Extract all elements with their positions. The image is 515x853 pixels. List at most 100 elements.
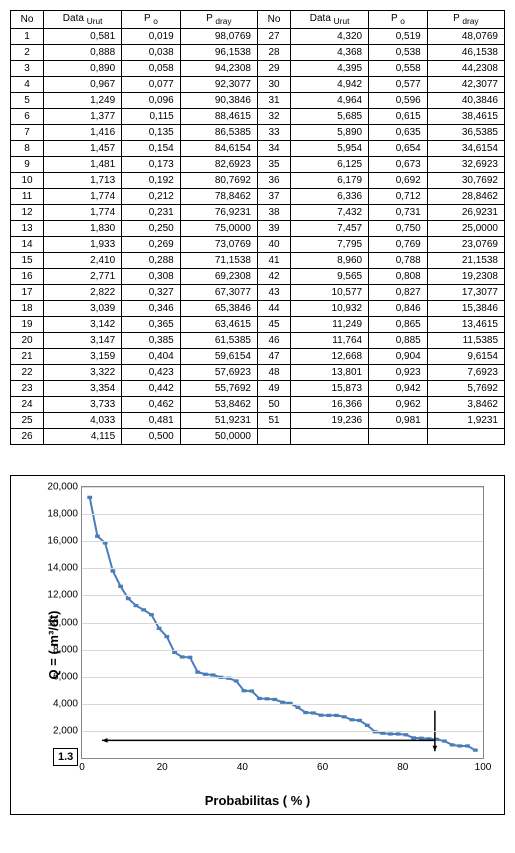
table-cell: 36,5385: [427, 125, 504, 141]
table-cell: 3,733: [44, 397, 122, 413]
table-cell: 3,039: [44, 301, 122, 317]
table-cell: 42,3077: [427, 77, 504, 93]
table-cell: 23: [11, 381, 44, 397]
table-cell: 3,159: [44, 349, 122, 365]
y-tick-label: 20,000: [47, 482, 82, 493]
x-tick-label: 60: [317, 758, 328, 773]
table-cell: 11,249: [291, 317, 369, 333]
table-header-cell: Data Urut: [291, 11, 369, 29]
table-cell: 37: [257, 189, 290, 205]
table-cell: 0,673: [369, 157, 428, 173]
table-cell: 3,354: [44, 381, 122, 397]
table-cell: 1,9231: [427, 413, 504, 429]
table-cell: 1: [11, 29, 44, 45]
table-cell: 11,764: [291, 333, 369, 349]
table-cell: 44: [257, 301, 290, 317]
table-cell: 11,5385: [427, 333, 504, 349]
table-cell: 0,481: [122, 413, 181, 429]
table-cell: 25: [11, 413, 44, 429]
table-cell: 0,115: [122, 109, 181, 125]
table-cell: 17: [11, 285, 44, 301]
table-cell: 0,250: [122, 221, 181, 237]
table-cell: 19,236: [291, 413, 369, 429]
table-cell: 51,9231: [180, 413, 257, 429]
table-row: 193,1420,36563,46154511,2490,86513,4615: [11, 317, 505, 333]
table-cell: 4,395: [291, 61, 369, 77]
table-header-cell: P o: [122, 11, 181, 29]
table-cell: 0,962: [369, 397, 428, 413]
table-cell: 0,788: [369, 253, 428, 269]
table-cell: 10,577: [291, 285, 369, 301]
table-cell: 46: [257, 333, 290, 349]
table-cell: 30,7692: [427, 173, 504, 189]
table-cell: 0,750: [369, 221, 428, 237]
table-cell: 1,933: [44, 237, 122, 253]
table-cell: 9,6154: [427, 349, 504, 365]
table-cell: 0,365: [122, 317, 181, 333]
table-cell: 0,538: [369, 45, 428, 61]
table-cell: 0,442: [122, 381, 181, 397]
table-header-cell: No: [11, 11, 44, 29]
table-cell: 26: [11, 429, 44, 445]
table-cell: 12,668: [291, 349, 369, 365]
table-cell: 0,577: [369, 77, 428, 93]
x-tick-label: 40: [237, 758, 248, 773]
table-cell: 0,519: [369, 29, 428, 45]
table-cell: 6,125: [291, 157, 369, 173]
table-cell: 0,981: [369, 413, 428, 429]
table-cell: 39: [257, 221, 290, 237]
table-cell: 82,6923: [180, 157, 257, 173]
table-cell: 7,432: [291, 205, 369, 221]
table-cell: 57,6923: [180, 365, 257, 381]
table-cell: 5,954: [291, 141, 369, 157]
table-cell: 94,2308: [180, 61, 257, 77]
table-cell: 3,147: [44, 333, 122, 349]
table-cell: [427, 429, 504, 445]
table-row: 243,7330,46253,84625016,3660,9623,8462: [11, 397, 505, 413]
table-cell: 0,827: [369, 285, 428, 301]
table-cell: 12: [11, 205, 44, 221]
table-cell: 1,377: [44, 109, 122, 125]
table-cell: 4: [11, 77, 44, 93]
table-cell: 71,1538: [180, 253, 257, 269]
table-cell: 15,873: [291, 381, 369, 397]
table-cell: [291, 429, 369, 445]
table-cell: 4,964: [291, 93, 369, 109]
table-cell: 75,0000: [180, 221, 257, 237]
table-cell: 0,558: [369, 61, 428, 77]
table-cell: 3,322: [44, 365, 122, 381]
table-row: 152,4100,28871,1538418,9600,78821,1538: [11, 253, 505, 269]
table-row: 30,8900,05894,2308294,3950,55844,2308: [11, 61, 505, 77]
table-row: 101,7130,19280,7692366,1790,69230,7692: [11, 173, 505, 189]
table-cell: 51: [257, 413, 290, 429]
table-cell: 35: [257, 157, 290, 173]
table-cell: 41: [257, 253, 290, 269]
table-cell: 0,654: [369, 141, 428, 157]
x-tick-label: 20: [157, 758, 168, 773]
table-cell: [369, 429, 428, 445]
table-row: 254,0330,48151,92315119,2360,9811,9231: [11, 413, 505, 429]
table-cell: 1,774: [44, 205, 122, 221]
y-tick-label: 16,000: [47, 536, 82, 547]
table-cell: 0,192: [122, 173, 181, 189]
table-cell: 0,692: [369, 173, 428, 189]
table-cell: 4,320: [291, 29, 369, 45]
table-cell: 30: [257, 77, 290, 93]
table-row: 183,0390,34665,38464410,9320,84615,3846: [11, 301, 505, 317]
table-cell: 0,231: [122, 205, 181, 221]
table-cell: 61,5385: [180, 333, 257, 349]
table-cell: 0,904: [369, 349, 428, 365]
y-tick-label: 18,000: [47, 509, 82, 520]
table-cell: 3: [11, 61, 44, 77]
table-cell: 19,2308: [427, 269, 504, 285]
table-cell: 0,615: [369, 109, 428, 125]
table-row: 172,8220,32767,30774310,5770,82717,3077: [11, 285, 505, 301]
table-cell: 46,1538: [427, 45, 504, 61]
table-cell: 7: [11, 125, 44, 141]
table-cell: 0,731: [369, 205, 428, 221]
table-cell: 10,932: [291, 301, 369, 317]
y-tick-label: 10,000: [47, 617, 82, 628]
table-cell: 16,366: [291, 397, 369, 413]
table-cell: 86,5385: [180, 125, 257, 141]
table-cell: 5: [11, 93, 44, 109]
